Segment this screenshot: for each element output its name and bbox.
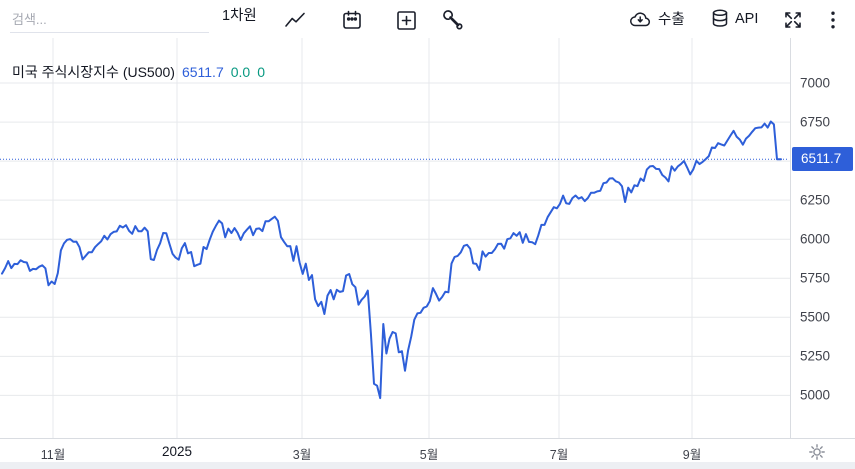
symbol-title: 미국 주식시장지수 (US500) [12, 64, 175, 80]
x-axis-label: 7월 [549, 448, 569, 462]
x-axis-label: 2025 [161, 444, 193, 459]
export-label: 수출 [658, 12, 685, 28]
chart-type-button[interactable] [282, 7, 308, 33]
price-axis-tag: 6511.7 [792, 147, 853, 172]
more-menu-button[interactable] [820, 7, 846, 33]
price-change: 0.0 [230, 64, 251, 80]
toolbar: 1차원 [0, 0, 855, 38]
last-price: 6511.7 [181, 64, 224, 80]
x-axis-label: 11월 [40, 448, 66, 462]
cloud-download-icon [630, 12, 651, 27]
api-label: API [735, 10, 759, 27]
search-input[interactable] [10, 6, 209, 33]
kebab-menu-icon [831, 11, 835, 29]
x-axis-label: 3월 [292, 448, 312, 462]
y-axis-label: 6000 [800, 231, 831, 247]
compare-add-button[interactable] [393, 7, 419, 33]
wrench-icon [442, 9, 463, 30]
y-axis-label: 5750 [800, 270, 831, 286]
bottom-strip [0, 462, 855, 469]
y-axis-label: 6250 [800, 192, 831, 208]
api-button[interactable]: API [710, 8, 758, 29]
date-range-button[interactable] [339, 7, 365, 33]
scale-settings-button[interactable] [808, 443, 826, 461]
x-axis-label: 9월 [682, 448, 702, 462]
y-axis-label: 5250 [800, 348, 831, 364]
y-axis-label: 5000 [800, 387, 831, 403]
settings-tools-button[interactable] [440, 7, 466, 33]
fullscreen-button[interactable] [780, 7, 806, 33]
export-button[interactable]: 수출 [628, 8, 685, 29]
legend: 미국 주식시장지수 (US500) 6511.7 0.0 0 [12, 62, 265, 82]
y-axis-label: 5500 [800, 309, 831, 325]
calendar-icon [343, 10, 361, 29]
x-axis-label: 5월 [419, 448, 439, 462]
price-change-percent: 0 [257, 64, 265, 80]
database-icon [712, 9, 728, 27]
interval-button[interactable]: 1차원 [222, 8, 257, 24]
line-chart-icon [285, 12, 305, 27]
gear-icon [809, 444, 825, 460]
y-axis-label: 7000 [800, 75, 831, 91]
y-axis-label: 6750 [800, 114, 831, 130]
plus-square-icon [396, 10, 416, 30]
fullscreen-expand-icon [785, 12, 801, 28]
price-line-series [1, 120, 782, 400]
